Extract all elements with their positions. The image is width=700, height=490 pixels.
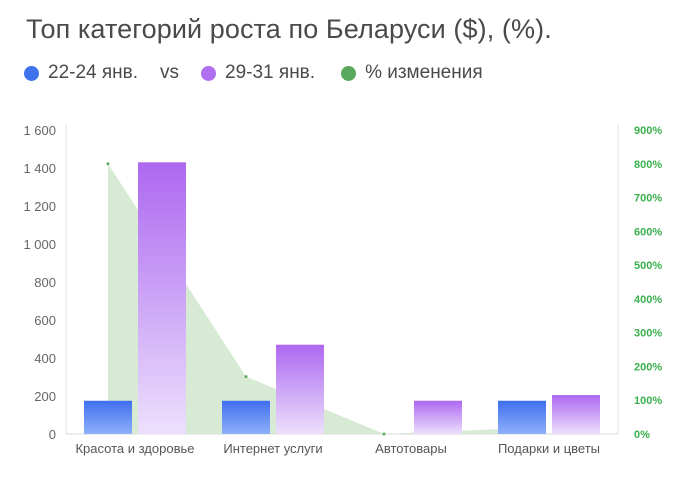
- y-axis-left-tick-label: 0: [49, 427, 56, 442]
- y-axis-right-tick-label: 600%: [634, 226, 662, 238]
- y-axis-left-tick-label: 200: [34, 389, 56, 404]
- x-axis-category-label: Подарки и цветы: [498, 441, 600, 456]
- y-axis-right-tick-label: 700%: [634, 193, 662, 205]
- bar-series-a: [222, 400, 270, 434]
- y-axis-right-tick-label: 400%: [634, 294, 662, 306]
- y-axis-left-tick-label: 1 600: [23, 123, 56, 138]
- legend-vs-text: vs: [160, 62, 180, 83]
- y-axis-right-tick-label: 900%: [634, 125, 662, 137]
- legend-item-series-a: 22-24 янв.: [24, 62, 138, 84]
- y-axis-left-tick-label: 400: [34, 351, 56, 366]
- bar-series-b: [552, 395, 600, 434]
- bar-series-b: [276, 344, 324, 434]
- y-axis-left-tick-label: 1 400: [23, 161, 56, 176]
- percent-change-area: [108, 163, 522, 434]
- x-axis-category-label: Красота и здоровье: [75, 441, 194, 456]
- y-axis-right-tick-label: 200%: [634, 361, 662, 373]
- percent-change-point: [106, 162, 110, 166]
- percent-change-point: [244, 375, 248, 379]
- y-axis-right-tick-label: 300%: [634, 328, 662, 340]
- y-axis-left-tick-label: 1 200: [23, 199, 56, 214]
- legend-swatch-series-b: [201, 65, 217, 81]
- y-axis-right-tick-label: 500%: [634, 260, 662, 272]
- y-axis-right-tick-label: 800%: [634, 159, 662, 171]
- y-axis-left-tick-label: 1 000: [23, 237, 56, 252]
- percent-change-point: [382, 432, 386, 436]
- legend-label-series-c: % изменения: [365, 62, 483, 83]
- x-axis-category-label: Автотовары: [375, 441, 447, 456]
- y-axis-right-tick-label: 0%: [634, 429, 650, 441]
- x-axis-category-label: Интернет услуги: [223, 441, 322, 456]
- bar-series-b: [414, 400, 462, 434]
- legend-label-series-a: 22-24 янв.: [48, 62, 139, 83]
- legend-label-series-b: 29-31 янв.: [225, 62, 316, 83]
- legend-item-series-b: 29-31 янв.: [201, 62, 315, 84]
- chart-legend: 22-24 янв. vs 29-31 янв. % изменения: [24, 60, 483, 86]
- legend-item-series-c: % изменения: [341, 62, 483, 84]
- y-axis-right-tick-label: 100%: [634, 395, 662, 407]
- legend-swatch-series-a: [24, 65, 39, 81]
- bar-series-a: [84, 400, 132, 434]
- y-axis-left-tick-label: 600: [34, 313, 56, 328]
- legend-swatch-series-c: [341, 65, 357, 81]
- chart-title: Топ категорий роста по Беларуси ($), (%)…: [26, 14, 552, 44]
- bar-series-b: [138, 162, 186, 435]
- y-axis-left-tick-label: 800: [34, 275, 56, 290]
- bar-series-a: [498, 400, 546, 434]
